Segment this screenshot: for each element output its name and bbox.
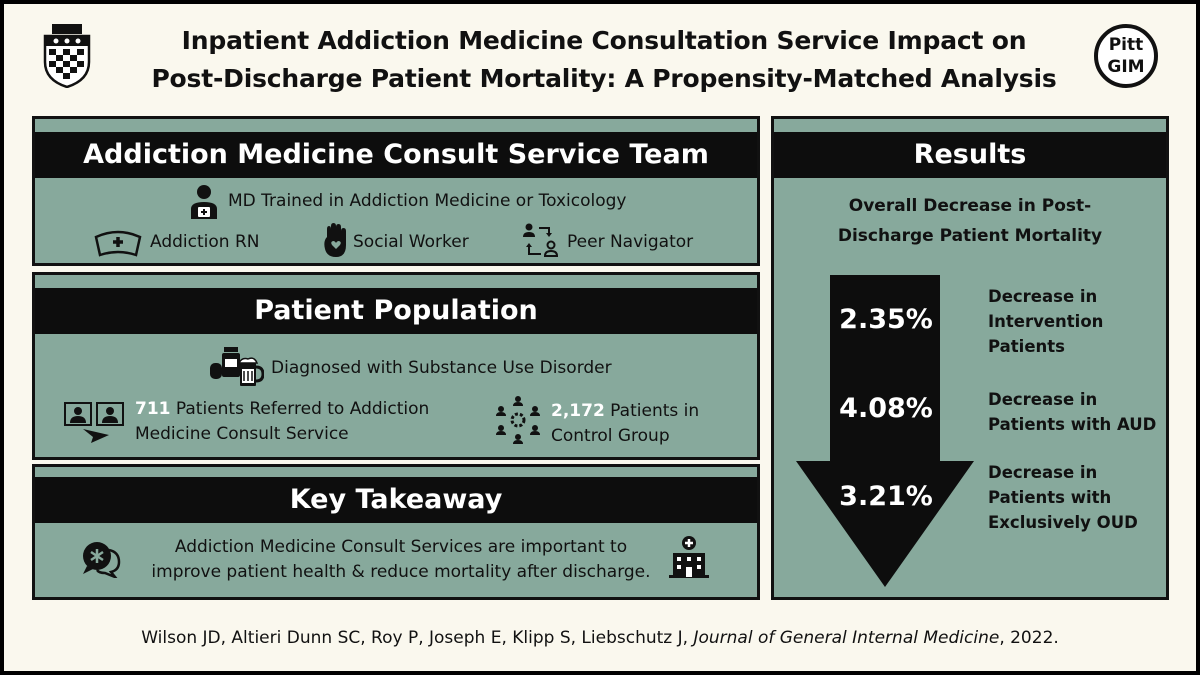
- doctor-icon: [191, 185, 217, 219]
- takeaway-text: Addiction Medicine Consult Services are …: [141, 535, 661, 585]
- team-peer-text: Peer Navigator: [567, 232, 694, 252]
- referred-count: 711: [135, 399, 171, 419]
- results-subtitle: Overall Decrease in Post- Discharge Pati…: [774, 191, 1166, 251]
- result-value-2: 4.08%: [839, 393, 933, 424]
- result-1-line-1: Decrease in: [988, 287, 1098, 306]
- hospital-icon: [669, 536, 709, 578]
- control-count: 2,172: [551, 401, 605, 421]
- subtitle-line-2: Discharge Patient Mortality: [837, 226, 1103, 246]
- takeaway-panel: Key Takeaway Addiction Medicine Consult …: [32, 464, 760, 600]
- control-line-1: Patients in: [604, 401, 700, 421]
- title-line-1: Inpatient Addiction Medicine Consultatio…: [181, 26, 1027, 55]
- result-label-2: Decrease in Patients with AUD: [988, 387, 1156, 437]
- result-2-line-1: Decrease in: [988, 390, 1098, 409]
- citation: Wilson JD, Altieri Dunn SC, Roy P, Josep…: [4, 628, 1196, 648]
- logo-line-1: Pitt: [1108, 35, 1144, 55]
- subtitle-line-1: Overall Decrease in Post-: [848, 196, 1092, 216]
- citation-year: , 2022.: [999, 628, 1059, 648]
- population-referred-text: 711 Patients Referred to Addiction Medic…: [135, 397, 429, 447]
- result-1-line-3: Patients: [988, 337, 1065, 356]
- logo-line-2: GIM: [1107, 57, 1145, 77]
- takeaway-heading: Key Takeaway: [35, 477, 757, 523]
- nurse-cap-icon: [94, 230, 142, 257]
- takeaway-line-2: improve patient health & reduce mortalit…: [151, 562, 651, 582]
- control-line-2: Control Group: [551, 426, 670, 446]
- result-1-line-2: Intervention: [988, 312, 1104, 331]
- citation-authors: Wilson JD, Altieri Dunn SC, Roy P, Josep…: [141, 628, 694, 648]
- population-diagnosed-text: Diagnosed with Substance Use Disorder: [271, 358, 612, 378]
- result-3-line-3: Exclusively OUD: [988, 513, 1138, 532]
- takeaway-line-1: Addiction Medicine Consult Services are …: [174, 537, 628, 557]
- team-rn-text: Addiction RN: [150, 232, 260, 252]
- result-3-line-2: Patients with: [988, 488, 1112, 507]
- population-control-text: 2,172 Patients in Control Group: [551, 399, 699, 449]
- page-title: Inpatient Addiction Medicine Consultatio…: [114, 22, 1094, 98]
- down-arrow-icon: [796, 275, 974, 587]
- pitt-gim-logo: Pitt GIM: [1094, 24, 1158, 88]
- referred-line-2: Medicine Consult Service: [135, 424, 349, 444]
- video-referral-icon: [64, 402, 124, 443]
- results-heading: Results: [774, 132, 1166, 178]
- team-md-text: MD Trained in Addiction Medicine or Toxi…: [228, 191, 627, 211]
- result-3-line-1: Decrease in: [988, 463, 1098, 482]
- infographic: Inpatient Addiction Medicine Consultatio…: [4, 4, 1196, 671]
- title-line-2: Post-Discharge Patient Mortality: A Prop…: [151, 64, 1057, 93]
- team-heading: Addiction Medicine Consult Service Team: [35, 132, 757, 178]
- result-2-line-2: Patients with AUD: [988, 415, 1157, 434]
- speech-bubble-icon: [83, 542, 121, 578]
- peer-exchange-icon: [523, 223, 558, 257]
- result-label-3: Decrease in Patients with Exclusively OU…: [988, 460, 1138, 535]
- pill-bottle-beer-icon: [210, 347, 264, 386]
- citation-journal: Journal of General Internal Medicine: [693, 628, 1000, 648]
- referred-line-1: Patients Referred to Addiction: [170, 399, 430, 419]
- result-value-1: 2.35%: [839, 304, 933, 335]
- results-panel: Results Overall Decrease in Post- Discha…: [771, 116, 1169, 600]
- team-sw-text: Social Worker: [353, 232, 469, 252]
- group-network-icon: [496, 396, 540, 444]
- result-label-1: Decrease in Intervention Patients: [988, 284, 1103, 359]
- hand-heart-icon: [324, 223, 346, 257]
- result-value-3: 3.21%: [839, 481, 933, 512]
- pitt-shield-icon: [43, 24, 91, 88]
- population-panel: Patient Population Diagnosed with Substa…: [32, 272, 760, 460]
- team-panel: Addiction Medicine Consult Service Team …: [32, 116, 760, 266]
- population-heading: Patient Population: [35, 288, 757, 334]
